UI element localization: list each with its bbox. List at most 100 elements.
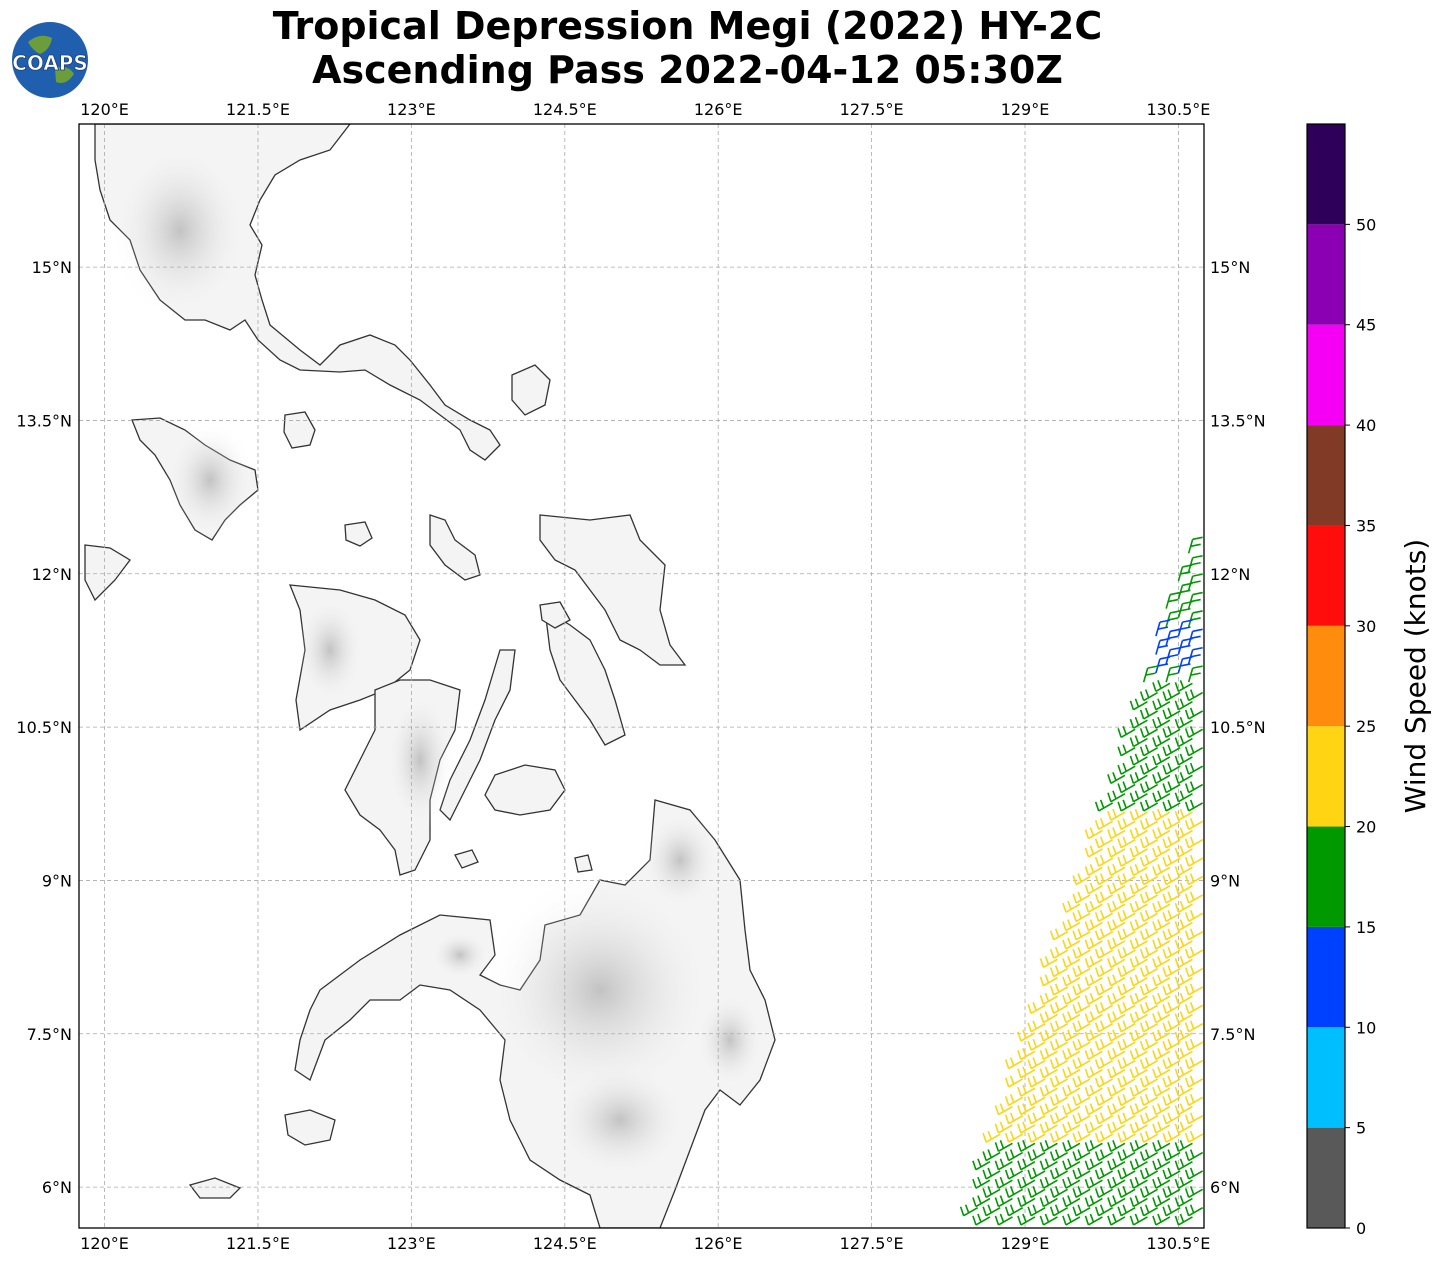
wind-barb	[1084, 1029, 1103, 1042]
wind-barb	[1184, 1020, 1204, 1033]
wind-barb	[1162, 744, 1181, 757]
wind-barb	[1117, 799, 1136, 812]
wind-barb	[1152, 1103, 1171, 1116]
wind-barb	[1004, 1075, 1024, 1088]
wind-barb	[1107, 900, 1126, 913]
wind-barb	[994, 1176, 1013, 1189]
lon-tick-label-top: 124.5°E	[533, 100, 597, 119]
wind-barb	[1184, 781, 1204, 794]
small-island	[574, 854, 593, 873]
wind-barb	[1174, 1195, 1193, 1208]
wind-barb	[1004, 1112, 1024, 1125]
lon-tick-label-bottom: 127.5°E	[840, 1234, 904, 1253]
wind-barb	[1027, 1094, 1046, 1107]
wind-barb	[1162, 1167, 1181, 1180]
wind-barb	[1072, 1130, 1091, 1143]
wind-barb	[1184, 799, 1204, 812]
wind-barb	[1107, 956, 1126, 969]
wind-barb	[1139, 1204, 1159, 1217]
wind-barb	[1177, 619, 1193, 637]
wind-barb	[1027, 1057, 1046, 1070]
wind-barb	[1129, 1158, 1148, 1171]
wind-barb	[1174, 974, 1193, 987]
colorbar-bin	[1307, 525, 1345, 626]
wind-barb	[1107, 1011, 1126, 1024]
wind-barb	[1162, 910, 1181, 923]
small-island	[284, 1109, 336, 1146]
wind-barb	[1117, 946, 1136, 959]
wind-barb	[1117, 836, 1136, 849]
colorbar-tick-label: 5	[1356, 1119, 1366, 1138]
wind-barb	[1004, 1094, 1024, 1107]
wind-barb	[1072, 1075, 1091, 1088]
wind-barb	[1084, 1103, 1103, 1116]
wind-barb	[972, 1158, 991, 1171]
wind-barb	[1139, 1130, 1159, 1143]
colorbar-tick-label: 50	[1356, 215, 1376, 234]
wind-barb	[1152, 772, 1171, 785]
wind-barb	[1184, 983, 1204, 996]
wind-barb	[1174, 1048, 1193, 1061]
wind-barb	[1107, 974, 1126, 987]
wind-barb	[1117, 910, 1136, 923]
wind-barb	[1152, 1213, 1171, 1226]
wind-barb	[1174, 698, 1193, 711]
colorbar-tick-label: 35	[1356, 516, 1376, 535]
wind-barb	[1184, 1094, 1204, 1107]
wind-barb	[1174, 1066, 1193, 1079]
wind-barb	[1129, 1195, 1148, 1208]
colorbar-tick-label: 10	[1356, 1018, 1376, 1037]
wind-barb	[1162, 946, 1181, 959]
wind-barb	[1084, 1195, 1103, 1208]
wind-barb	[1155, 637, 1171, 655]
wind-barb	[1117, 1204, 1136, 1217]
wind-barb	[994, 1121, 1013, 1134]
wind-barb	[1129, 937, 1148, 950]
wind-barb	[1174, 680, 1193, 693]
wind-barb	[1062, 1066, 1081, 1079]
wind-barb	[1177, 600, 1193, 618]
wind-barb	[1162, 1002, 1181, 1015]
wind-barb	[1139, 781, 1159, 794]
wind-barb	[1174, 1084, 1193, 1097]
wind-barb	[1139, 836, 1159, 849]
wind-barb	[1062, 1084, 1081, 1097]
cebu-island	[439, 649, 516, 822]
wind-barb	[1107, 1140, 1126, 1153]
wind-barb	[1107, 1084, 1126, 1097]
wind-barb	[1152, 1158, 1171, 1171]
wind-barb	[1084, 1176, 1103, 1189]
wind-barb	[1084, 1213, 1103, 1226]
wind-barb	[1094, 1002, 1114, 1015]
lat-tick-label-right: 9°N	[1210, 871, 1240, 890]
wind-barb	[1094, 1130, 1114, 1143]
wind-barb	[1117, 818, 1136, 831]
wind-barb	[1184, 1204, 1204, 1217]
wind-barb	[1184, 726, 1204, 739]
wind-barb	[1062, 1195, 1081, 1208]
wind-barb	[1084, 974, 1103, 987]
wind-barb	[1184, 928, 1204, 941]
wind-barb	[1049, 1204, 1069, 1217]
wind-barb	[1174, 808, 1193, 821]
wind-barb	[1187, 536, 1203, 554]
wind-barb	[1174, 845, 1193, 858]
lon-tick-label-top: 121.5°E	[226, 100, 290, 119]
wind-barb	[1084, 956, 1103, 969]
wind-barb	[1094, 928, 1114, 941]
wind-barb	[1129, 845, 1148, 858]
wind-barb	[1049, 1149, 1069, 1162]
lon-tick-label-bottom: 120°E	[80, 1234, 129, 1253]
lat-tick-label-right: 15°N	[1210, 258, 1250, 277]
colorbar-bin	[1307, 625, 1345, 727]
colorbar-tick-label: 40	[1356, 416, 1376, 435]
wind-barb	[1129, 716, 1148, 729]
wind-barb	[1072, 1149, 1091, 1162]
wind-barb	[1162, 965, 1181, 978]
wind-barb	[1139, 1167, 1159, 1180]
wind-barb	[1184, 1130, 1204, 1143]
wind-barb	[1117, 744, 1136, 757]
wind-barb	[1117, 1186, 1136, 1199]
wind-barb	[1117, 1075, 1136, 1088]
wind-barb	[1094, 1094, 1114, 1107]
